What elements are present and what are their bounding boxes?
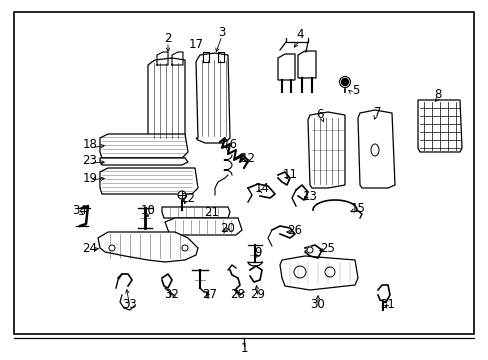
Text: 28: 28 (230, 288, 245, 302)
Text: 6: 6 (316, 108, 323, 122)
Text: 32: 32 (164, 288, 179, 302)
Text: 13: 13 (302, 190, 317, 203)
Polygon shape (417, 100, 461, 152)
Polygon shape (196, 53, 229, 143)
Polygon shape (278, 54, 294, 80)
Circle shape (178, 191, 185, 199)
Circle shape (339, 77, 350, 87)
Polygon shape (100, 134, 187, 158)
Text: 2: 2 (164, 31, 171, 45)
Text: 30: 30 (310, 298, 325, 311)
Text: 31: 31 (380, 298, 395, 311)
Polygon shape (297, 51, 315, 78)
Text: 1: 1 (240, 342, 247, 355)
Polygon shape (357, 110, 394, 188)
Text: 23: 23 (82, 153, 97, 166)
Text: 34: 34 (72, 203, 87, 216)
Circle shape (306, 247, 312, 253)
Text: 22: 22 (180, 192, 195, 204)
Text: 9: 9 (254, 246, 261, 258)
Polygon shape (100, 158, 187, 165)
Polygon shape (280, 256, 357, 290)
Text: 26: 26 (287, 224, 302, 237)
Text: 11: 11 (282, 168, 297, 181)
Text: 29: 29 (250, 288, 265, 302)
Polygon shape (100, 168, 198, 194)
Text: 5: 5 (351, 84, 359, 96)
Polygon shape (307, 112, 345, 188)
Polygon shape (148, 58, 184, 144)
Text: 12: 12 (240, 152, 255, 165)
Text: 10: 10 (140, 203, 155, 216)
Text: 27: 27 (202, 288, 217, 302)
Text: 25: 25 (320, 242, 335, 255)
Text: 20: 20 (220, 221, 235, 234)
Text: 16: 16 (222, 139, 237, 152)
Text: 33: 33 (122, 298, 137, 311)
Circle shape (341, 78, 348, 85)
Text: 24: 24 (82, 242, 97, 255)
Text: 3: 3 (218, 26, 225, 39)
Text: 15: 15 (350, 202, 365, 215)
Polygon shape (164, 218, 242, 235)
Text: 18: 18 (82, 139, 97, 152)
Text: 19: 19 (82, 171, 97, 184)
Text: 14: 14 (254, 181, 269, 194)
Bar (14, 12, 473, 334)
Text: 21: 21 (204, 206, 219, 219)
Circle shape (325, 267, 334, 277)
Circle shape (293, 266, 305, 278)
Text: 17: 17 (188, 37, 203, 50)
Text: 8: 8 (433, 89, 441, 102)
Polygon shape (98, 232, 198, 262)
Circle shape (182, 245, 187, 251)
Text: 7: 7 (373, 105, 381, 118)
Polygon shape (162, 207, 229, 218)
Text: 4: 4 (296, 28, 303, 41)
Circle shape (109, 245, 115, 251)
